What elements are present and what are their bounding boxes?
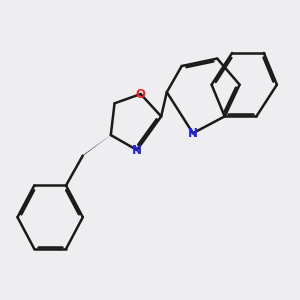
- Text: N: N: [188, 127, 198, 140]
- Text: O: O: [136, 88, 146, 100]
- Text: N: N: [132, 143, 142, 157]
- Polygon shape: [81, 135, 111, 157]
